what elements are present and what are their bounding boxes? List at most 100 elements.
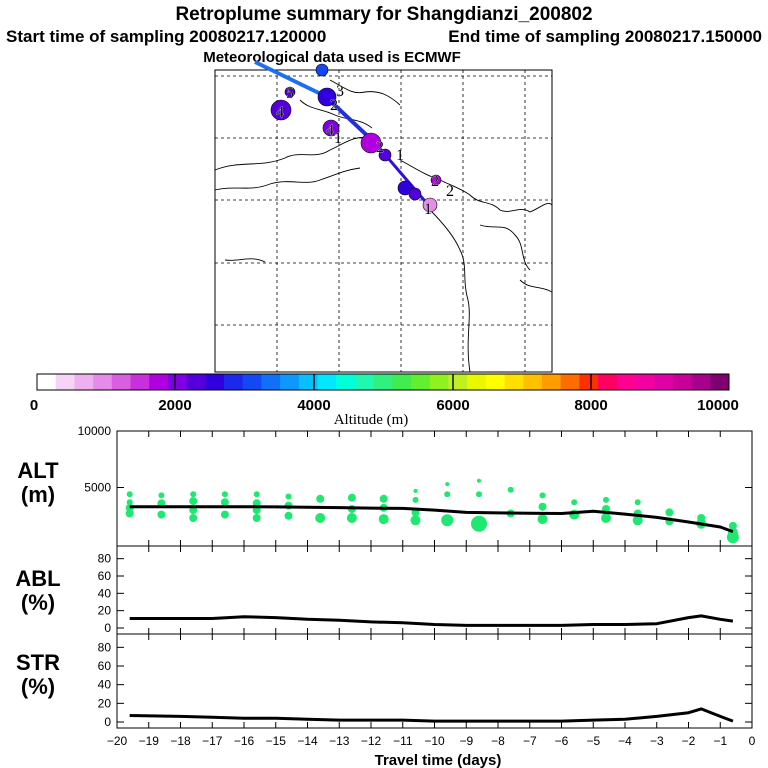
str-ylabel: STR xyxy=(16,650,60,675)
colorbar-swatch xyxy=(467,374,487,390)
cluster-marker xyxy=(284,86,296,98)
data-point xyxy=(125,509,134,518)
series-line xyxy=(129,614,734,627)
data-point xyxy=(571,499,578,506)
colorbar-swatch xyxy=(523,374,543,390)
data-point xyxy=(537,514,548,525)
x-tick-label: −1 xyxy=(713,734,727,748)
y-tick-label: 40 xyxy=(98,678,112,692)
colorbar-swatch xyxy=(691,374,711,390)
series-line xyxy=(129,707,734,723)
data-point xyxy=(221,491,228,498)
str-ylabel-unit: (%) xyxy=(21,674,55,699)
cluster-marker xyxy=(315,63,329,77)
x-tick-label: −8 xyxy=(491,734,505,748)
data-point xyxy=(728,521,737,530)
data-point xyxy=(477,478,481,483)
x-tick-label: −10 xyxy=(424,734,445,748)
colorbar-swatch xyxy=(130,374,150,390)
colorbar-tick-label: 4000 xyxy=(297,397,330,414)
colorbar-swatch xyxy=(280,374,300,390)
y-tick-label: 40 xyxy=(98,586,112,600)
cluster-marker xyxy=(422,197,438,213)
abl-ylabel: ABL xyxy=(15,566,60,591)
colorbar-swatch xyxy=(598,374,618,390)
panel-frame xyxy=(116,633,753,729)
cluster-label: 2 xyxy=(330,97,338,114)
data-point xyxy=(189,514,198,522)
colorbar-tick-labels: 0 2000 4000 6000 8000 10000 xyxy=(30,397,739,414)
colorbar-swatch xyxy=(411,374,431,390)
data-point xyxy=(158,492,165,499)
data-point xyxy=(284,511,293,520)
data-point xyxy=(378,514,389,525)
colorbar-swatch xyxy=(429,374,449,390)
colorbar-swatch xyxy=(354,374,375,390)
data-point xyxy=(189,497,198,506)
colorbar-swatch xyxy=(504,374,524,390)
cluster-marker xyxy=(430,174,442,186)
cluster-label: 3 xyxy=(336,83,344,100)
colorbar-swatch xyxy=(111,374,131,390)
data-point xyxy=(220,498,229,507)
x-axis-label: Travel time (days) xyxy=(375,752,502,768)
colorbar-swatch xyxy=(392,374,412,390)
data-point xyxy=(285,493,292,500)
colorbar-swatch xyxy=(541,374,562,390)
data-point xyxy=(220,510,229,519)
y-tick-label: 20 xyxy=(98,696,112,710)
colorbar-tick-label: 0 xyxy=(30,397,38,414)
data-point xyxy=(445,482,450,487)
colorbar-swatch xyxy=(74,374,94,390)
x-tick-label: −4 xyxy=(618,734,632,748)
map-frame xyxy=(214,69,553,373)
altitude-colorbar xyxy=(36,373,730,391)
cluster-marker xyxy=(408,187,422,201)
colorbar-tick-label: 10000 xyxy=(697,397,739,414)
data-point xyxy=(471,515,487,532)
colorbar-swatch xyxy=(261,374,281,390)
colorbar-tick-label: 6000 xyxy=(436,397,469,414)
met-data-label: Meteorological data used is ECMWF xyxy=(203,49,461,66)
x-tick-label: −15 xyxy=(266,734,287,748)
colorbar-swatch xyxy=(579,374,599,390)
cluster-label: 1 xyxy=(334,130,342,147)
alt-panel: 5000 10000 xyxy=(78,424,753,547)
data-point xyxy=(410,515,421,526)
colorbar-swatch xyxy=(710,374,730,390)
x-tick-label: −14 xyxy=(297,734,318,748)
map-panel: 4 5 4 3 2 2 1 1 2 2 1 xyxy=(214,60,553,373)
data-point xyxy=(665,508,674,517)
y-tick-label: 5000 xyxy=(84,481,111,495)
y-tick-label: 10000 xyxy=(78,424,112,438)
y-tick-label: 80 xyxy=(98,640,112,654)
data-point xyxy=(634,499,641,506)
cluster-labels: 4 5 4 3 2 2 1 1 2 2 1 xyxy=(276,83,455,219)
cluster-label: 4 xyxy=(326,122,334,139)
colorbar-swatch xyxy=(167,374,188,390)
map-gridlines xyxy=(215,70,552,372)
cluster-marker xyxy=(317,87,337,107)
data-point xyxy=(441,514,454,527)
end-time-label: End time of sampling 20080217.150000 xyxy=(448,27,762,46)
colorbar-frame xyxy=(36,373,730,391)
colorbar-swatch xyxy=(616,374,636,390)
panel-frame xyxy=(116,430,753,547)
alt-ylabel-unit: (m) xyxy=(21,482,55,507)
data-point xyxy=(190,491,197,498)
series-line xyxy=(129,505,734,534)
cluster-marker xyxy=(397,180,413,196)
colorbar-swatch xyxy=(149,374,169,390)
data-point xyxy=(253,491,260,498)
cluster-marker xyxy=(360,132,382,154)
x-tick-label: 0 xyxy=(749,734,756,748)
data-point xyxy=(347,493,356,502)
colorbar-swatch xyxy=(242,374,262,390)
data-point xyxy=(413,488,418,493)
colorbar-swatch xyxy=(55,374,75,390)
data-point xyxy=(476,491,482,498)
x-tick-label: −3 xyxy=(650,734,664,748)
data-point xyxy=(316,494,325,503)
cluster-marker xyxy=(378,148,392,162)
